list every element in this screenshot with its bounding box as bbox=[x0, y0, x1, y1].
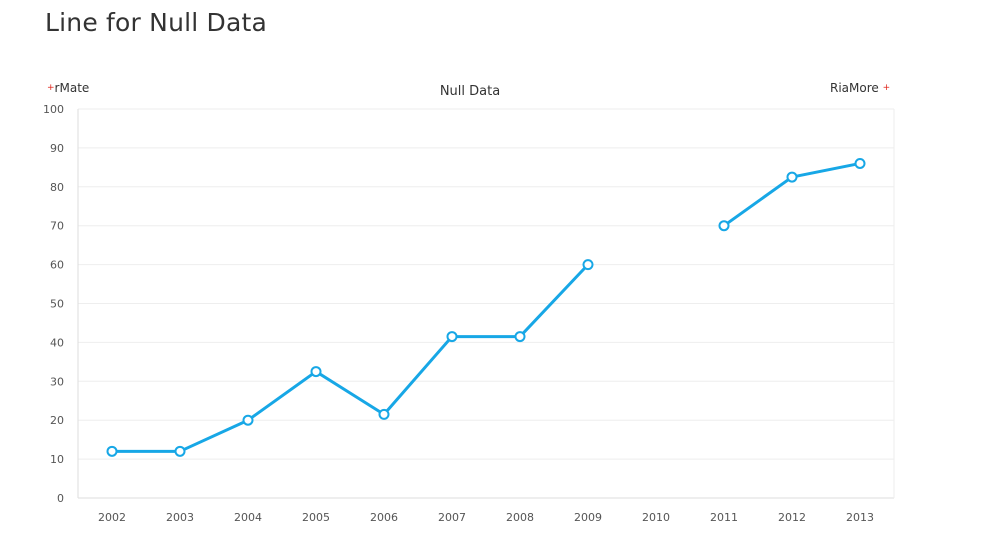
series-line-segment bbox=[110, 263, 590, 453]
series-points bbox=[106, 157, 866, 457]
data-point[interactable] bbox=[310, 366, 322, 378]
y-tick-label: 10 bbox=[50, 453, 64, 466]
axes bbox=[77, 109, 895, 499]
data-point[interactable] bbox=[582, 259, 594, 271]
x-tick-label: 2005 bbox=[302, 511, 330, 524]
brand-plus-icon: + bbox=[882, 83, 891, 93]
x-tick-label: 2010 bbox=[642, 511, 670, 524]
x-tick-label: 2006 bbox=[370, 511, 398, 524]
y-axis-ticks: 0 10 20 30 40 50 60 70 80 90 100 bbox=[43, 103, 64, 505]
page-title: Line for Null Data bbox=[45, 8, 268, 37]
x-tick-label: 2007 bbox=[438, 511, 466, 524]
series-lines bbox=[110, 161, 862, 453]
data-point[interactable] bbox=[106, 445, 118, 457]
grid-lines bbox=[78, 108, 894, 460]
data-point[interactable] bbox=[174, 445, 186, 457]
x-tick-label: 2012 bbox=[778, 511, 806, 524]
x-tick-label: 2003 bbox=[166, 511, 194, 524]
data-point[interactable] bbox=[514, 331, 526, 343]
x-tick-label: 2002 bbox=[98, 511, 126, 524]
y-tick-label: 0 bbox=[57, 492, 64, 505]
y-tick-label: 80 bbox=[50, 181, 64, 194]
y-tick-label: 50 bbox=[50, 298, 64, 311]
y-tick-label: 90 bbox=[50, 142, 64, 155]
data-point[interactable] bbox=[786, 171, 798, 183]
y-tick-label: 20 bbox=[50, 414, 64, 427]
x-tick-label: 2011 bbox=[710, 511, 738, 524]
x-tick-label: 2013 bbox=[846, 511, 874, 524]
data-point[interactable] bbox=[854, 157, 866, 169]
data-point[interactable] bbox=[718, 220, 730, 232]
y-tick-label: 30 bbox=[50, 375, 64, 388]
brand-right-label: RiaMore bbox=[830, 81, 879, 95]
chart-title: Null Data bbox=[439, 84, 501, 99]
x-axis-ticks: 2002 2003 2004 2005 2006 2007 2008 2009 2010 2011… bbox=[98, 511, 874, 524]
brand-left-label: rMate bbox=[54, 81, 90, 95]
x-tick-label: 2008 bbox=[506, 511, 534, 524]
brand-right: RiaMore + bbox=[830, 81, 890, 95]
data-point[interactable] bbox=[242, 414, 254, 426]
data-point[interactable] bbox=[378, 408, 390, 420]
data-point[interactable] bbox=[446, 331, 458, 343]
brand-left: +rMate bbox=[47, 81, 89, 95]
y-tick-label: 100 bbox=[43, 103, 64, 116]
x-tick-label: 2009 bbox=[574, 511, 602, 524]
brand-plus-icon: + bbox=[47, 83, 55, 93]
y-tick-label: 70 bbox=[50, 220, 64, 233]
y-tick-label: 60 bbox=[50, 259, 64, 272]
y-tick-label: 40 bbox=[50, 336, 64, 349]
x-tick-label: 2004 bbox=[234, 511, 262, 524]
